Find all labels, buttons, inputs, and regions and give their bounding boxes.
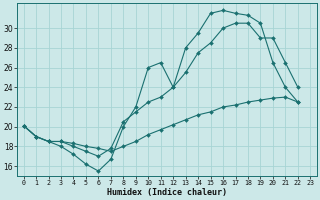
- X-axis label: Humidex (Indice chaleur): Humidex (Indice chaleur): [107, 188, 227, 197]
